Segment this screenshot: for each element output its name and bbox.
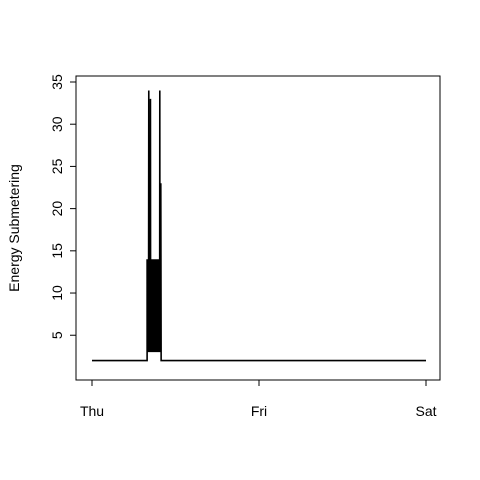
plot-frame (75, 75, 441, 381)
x-tick-label: Fri (251, 403, 267, 419)
y-tick-label: 30 (49, 116, 65, 132)
y-axis: 5 10 15 20 25 30 35 (49, 74, 77, 339)
y-tick-label: 25 (49, 158, 65, 174)
y-tick-label: 20 (49, 201, 65, 217)
y-axis-title: Energy Submetering (6, 164, 22, 292)
y-tick-label: 5 (49, 331, 65, 339)
y-tick-label: 10 (49, 285, 65, 301)
x-tick-label: Sat (415, 403, 436, 419)
y-tick-label: 35 (49, 74, 65, 90)
series-layer (92, 90, 426, 362)
y-tick-label: 15 (49, 243, 65, 259)
x-tick-label: Thu (80, 403, 104, 419)
series-line-0 (92, 90, 426, 362)
x-axis: Thu Fri Sat (80, 379, 437, 419)
